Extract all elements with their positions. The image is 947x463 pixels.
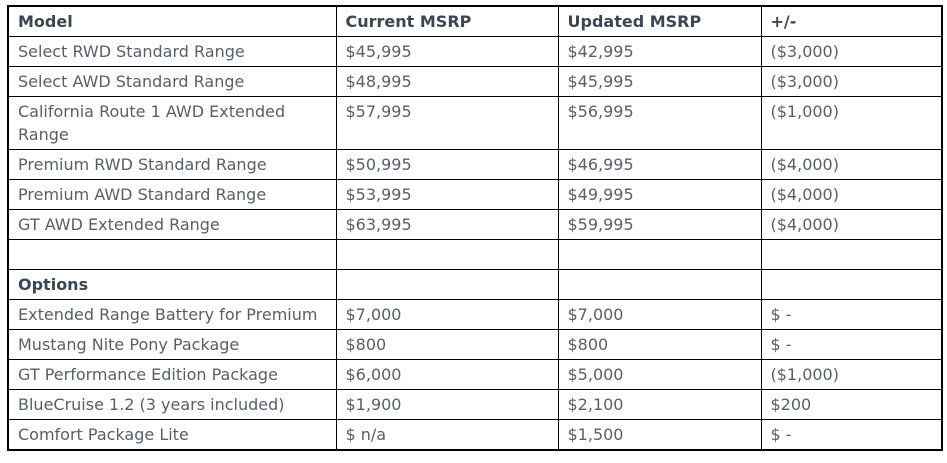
cell-model: Extended Range Battery for Premium	[7, 299, 337, 330]
cell-change: $ -	[760, 299, 943, 330]
cell-model: California Route 1 AWD Extended Range	[7, 96, 337, 150]
cell-change: ($1,000)	[760, 96, 943, 150]
spacer-row	[7, 239, 943, 270]
cell-current-msrp: $6,000	[335, 359, 559, 390]
table-row: Comfort Package Lite $ n/a $1,500 $ -	[7, 419, 943, 451]
cell-change: ($3,000)	[760, 66, 943, 97]
cell-change: ($3,000)	[760, 36, 943, 67]
document-page: Model Current MSRP Updated MSRP +/- Select R…	[0, 5, 947, 463]
cell-current-msrp: $50,995	[335, 149, 559, 180]
cell-model: BlueCruise 1.2 (3 years included)	[7, 389, 337, 420]
cell-change: ($4,000)	[760, 179, 943, 210]
table-row: GT Performance Edition Package $6,000 $5,0…	[7, 359, 943, 390]
cell-model: GT AWD Extended Range	[7, 209, 337, 240]
cell-change	[760, 269, 943, 300]
cell-updated-msrp: $59,995	[557, 209, 762, 240]
cell-change: ($4,000)	[760, 149, 943, 180]
table-row: GT AWD Extended Range $63,995 $59,995 ($4,0…	[7, 209, 943, 240]
cell-current-msrp: $63,995	[335, 209, 559, 240]
table-row: Premium AWD Standard Range $53,995 $49,995…	[7, 179, 943, 210]
cell-change: $200	[760, 389, 943, 420]
table-row: California Route 1 AWD Extended Range $57…	[7, 96, 943, 150]
cell-current-msrp: $ n/a	[335, 419, 559, 451]
cell-current-msrp: $7,000	[335, 299, 559, 330]
cell-updated-msrp: $7,000	[557, 299, 762, 330]
table-row: Premium RWD Standard Range $50,995 $46,995…	[7, 149, 943, 180]
cell-updated-msrp	[557, 269, 762, 300]
cell-updated-msrp: $800	[557, 329, 762, 360]
column-header-model: Model	[7, 5, 337, 37]
cell-updated-msrp: $2,100	[557, 389, 762, 420]
cell-current-msrp: $57,995	[335, 96, 559, 150]
cell-current-msrp: $45,995	[335, 36, 559, 67]
column-header-updated-msrp: Updated MSRP	[557, 5, 762, 37]
table-row: BlueCruise 1.2 (3 years included) $1,900 $…	[7, 389, 943, 420]
cell-change: $ -	[760, 419, 943, 451]
cell-model: Select AWD Standard Range	[7, 66, 337, 97]
cell-updated-msrp: $56,995	[557, 96, 762, 150]
cell-current-msrp: $800	[335, 329, 559, 360]
cell-change	[760, 239, 943, 270]
cell-change: ($1,000)	[760, 359, 943, 390]
cell-change: ($4,000)	[760, 209, 943, 240]
column-header-change: +/-	[760, 5, 943, 37]
cell-model: Mustang Nite Pony Package	[7, 329, 337, 360]
header-row: Model Current MSRP Updated MSRP +/-	[7, 5, 943, 37]
cell-change: $ -	[760, 329, 943, 360]
cell-updated-msrp: $42,995	[557, 36, 762, 67]
cell-updated-msrp: $45,995	[557, 66, 762, 97]
cell-updated-msrp: $46,995	[557, 149, 762, 180]
section-row-options: Options	[7, 269, 943, 300]
table-row: Mustang Nite Pony Package $800 $800 $ -	[7, 329, 943, 360]
cell-model: Premium AWD Standard Range	[7, 179, 337, 210]
table-row: Select RWD Standard Range $45,995 $42,995(…	[7, 36, 943, 67]
cell-current-msrp	[335, 239, 559, 270]
table-row: Select AWD Standard Range $48,995 $45,995(…	[7, 66, 943, 97]
cell-updated-msrp: $49,995	[557, 179, 762, 210]
column-header-current-msrp: Current MSRP	[335, 5, 559, 37]
cell-model: GT Performance Edition Package	[7, 359, 337, 390]
cell-model: Options	[7, 269, 337, 300]
cell-current-msrp	[335, 269, 559, 300]
cell-updated-msrp: $5,000	[557, 359, 762, 390]
pricing-table: Model Current MSRP Updated MSRP +/- Select R…	[7, 5, 943, 451]
cell-model: Premium RWD Standard Range	[7, 149, 337, 180]
cell-current-msrp: $48,995	[335, 66, 559, 97]
cell-updated-msrp: $1,500	[557, 419, 762, 451]
cell-model: Select RWD Standard Range	[7, 36, 337, 67]
pricing-table-body: Model Current MSRP Updated MSRP +/- Select R…	[7, 5, 943, 451]
table-row: Extended Range Battery for Premium $7,000…	[7, 299, 943, 330]
cell-current-msrp: $53,995	[335, 179, 559, 210]
cell-model	[7, 239, 337, 270]
cell-updated-msrp	[557, 239, 762, 270]
cell-model: Comfort Package Lite	[7, 419, 337, 451]
cell-current-msrp: $1,900	[335, 389, 559, 420]
